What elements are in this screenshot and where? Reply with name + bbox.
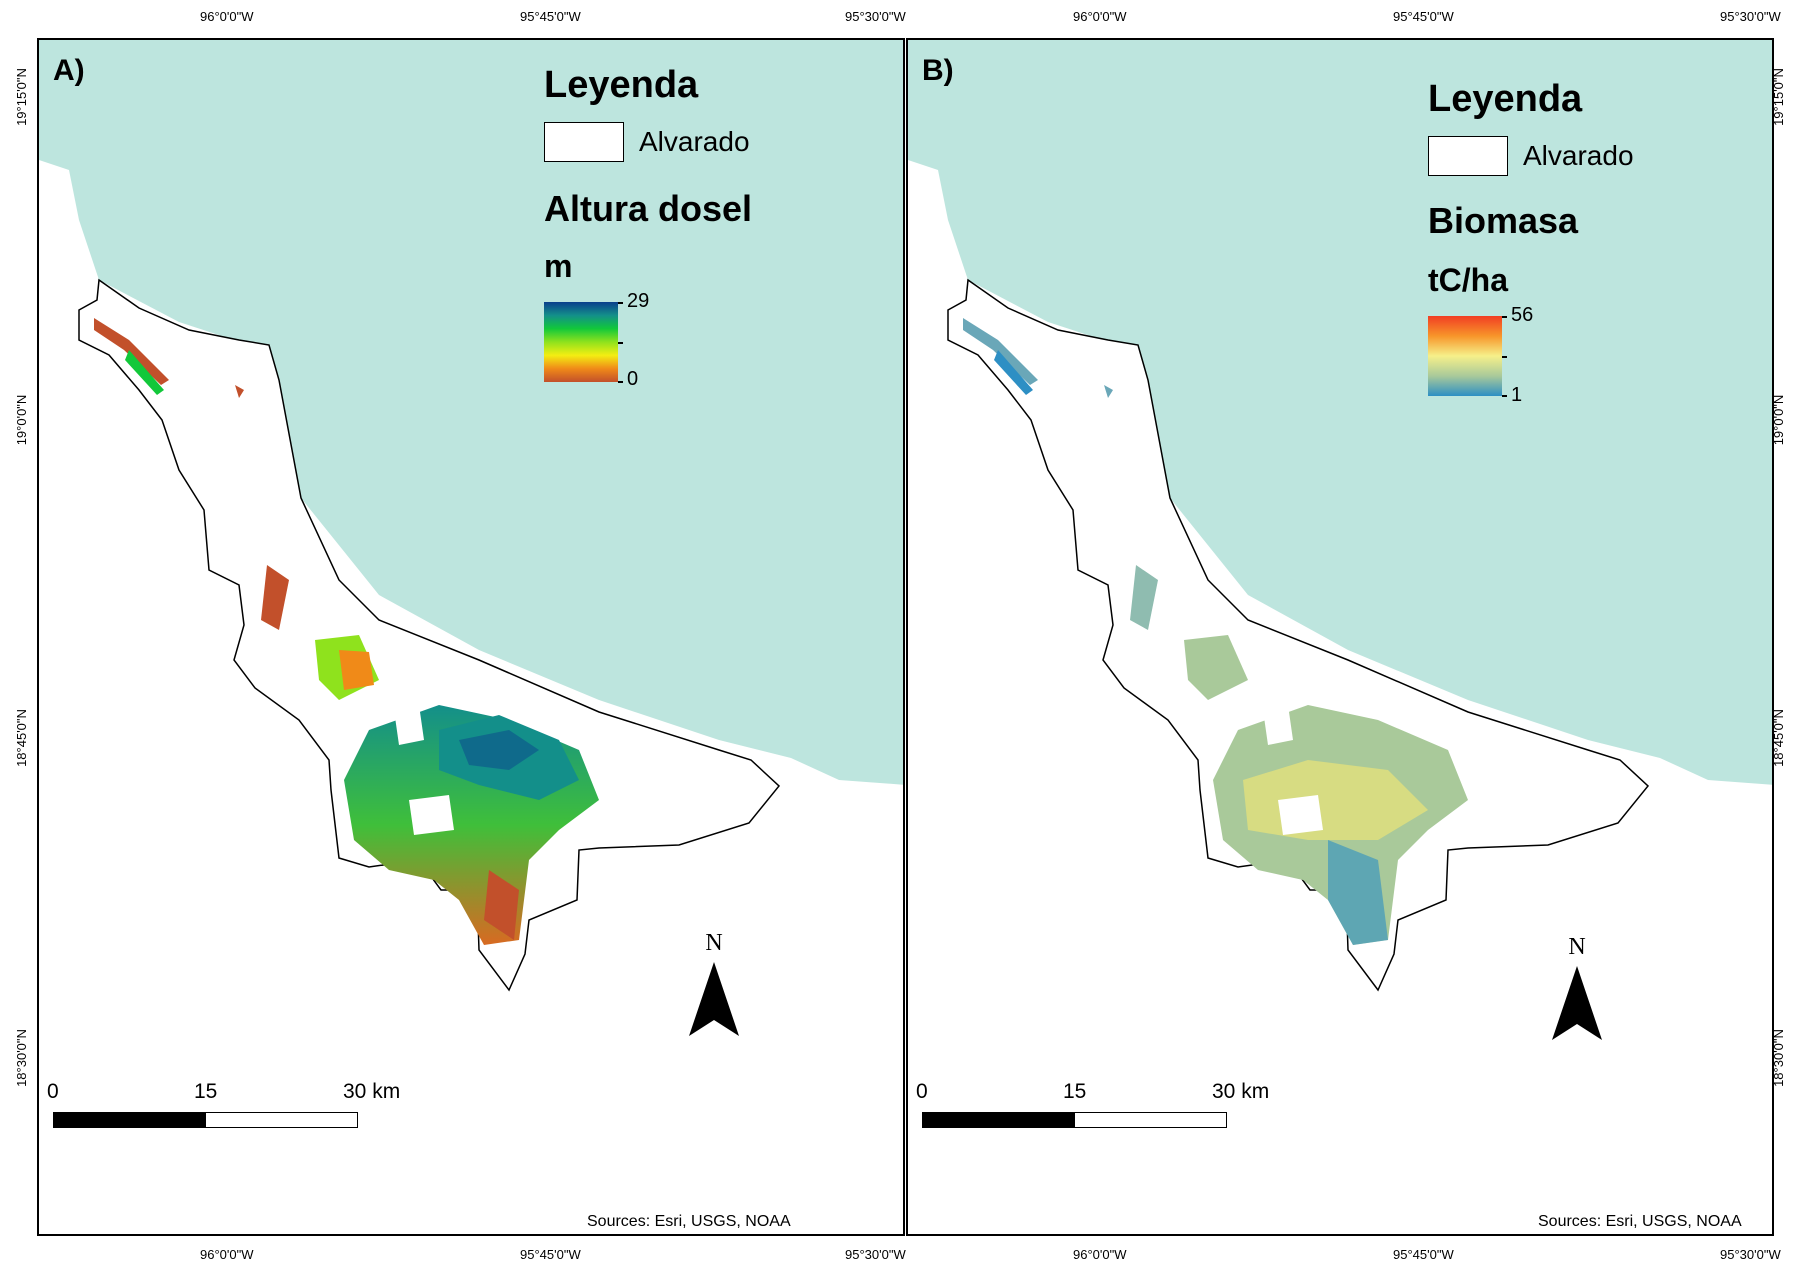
panel-label-a: A) <box>53 54 85 87</box>
coord-right-1830: 18°30'0"N <box>1771 1029 1786 1087</box>
coord-left-1915: 19°15'0"N <box>14 68 29 126</box>
ramp-tick-a-bottom <box>618 381 623 383</box>
north-label-a: N <box>705 930 722 956</box>
coord-right-1845: 18°45'0"N <box>1771 709 1786 767</box>
scale-label-a-0: 0 <box>47 1080 59 1103</box>
ramp-tick-b-top <box>1502 316 1507 318</box>
coord-top-b-96: 96°0'0"W <box>1073 9 1127 24</box>
sources-credit-b: Sources: Esri, USGS, NOAA <box>1538 1213 1742 1230</box>
scale-label-a-30: 30 km <box>343 1080 401 1103</box>
coord-bottom-b-9530: 95°30'0"W <box>1720 1247 1781 1262</box>
sea-area <box>908 40 1772 785</box>
coord-left-1830: 18°30'0"N <box>14 1029 29 1087</box>
map-canvas-b[interactable] <box>908 40 1774 1236</box>
coord-left-1845: 18°45'0"N <box>14 709 29 767</box>
ramp-tick-a-top <box>618 302 623 304</box>
coord-top-a-96: 96°0'0"W <box>200 9 254 24</box>
map-panel-a[interactable]: A) Leyenda Alvarado Altura dosel m 29 0 … <box>37 38 905 1236</box>
coord-top-b-9530: 95°30'0"W <box>1720 9 1781 24</box>
ramp-tick-b-mid <box>1502 356 1507 358</box>
scale-bar-a <box>53 1112 358 1128</box>
coord-top-a-9545: 95°45'0"W <box>520 9 581 24</box>
legend-boundary-swatch-b <box>1428 136 1508 176</box>
ramp-tick-b-bottom <box>1502 395 1507 397</box>
legend-title-b: Leyenda <box>1428 78 1583 120</box>
biomass-raster <box>963 318 1468 945</box>
coord-bottom-a-96: 96°0'0"W <box>200 1247 254 1262</box>
map-panel-b[interactable]: B) Leyenda Alvarado Biomasa tC/ha 56 1 N… <box>906 38 1774 1236</box>
ramp-min-b: 1 <box>1511 384 1523 406</box>
scale-label-b-0: 0 <box>916 1080 928 1103</box>
coord-top-b-9545: 95°45'0"W <box>1393 9 1454 24</box>
legend-unit-b: tC/ha <box>1428 262 1508 298</box>
coord-bottom-b-9545: 95°45'0"W <box>1393 1247 1454 1262</box>
panel-label-b: B) <box>922 54 954 87</box>
legend-variable-a: Altura dosel <box>544 188 753 229</box>
alvarado-boundary <box>78 278 781 992</box>
north-arrow-b: N <box>1552 934 1602 1040</box>
coord-bottom-b-96: 96°0'0"W <box>1073 1247 1127 1262</box>
coord-bottom-a-9545: 95°45'0"W <box>520 1247 581 1262</box>
coord-bottom-a-9530: 95°30'0"W <box>845 1247 906 1262</box>
color-ramp-b <box>1428 316 1502 396</box>
ramp-max-a: 29 <box>627 290 650 312</box>
legend-variable-b: Biomasa <box>1428 200 1579 241</box>
scale-bar-b <box>922 1112 1227 1128</box>
canopy-raster <box>94 318 599 945</box>
scale-bar-fill-a <box>54 1113 206 1127</box>
sea-area <box>39 40 903 785</box>
legend-boundary-label-b: Alvarado <box>1523 140 1634 171</box>
coord-top-a-9530: 95°30'0"W <box>845 9 906 24</box>
coord-right-1900: 19°0'0"N <box>1771 394 1786 446</box>
ramp-min-a: 0 <box>627 368 639 390</box>
scale-bar-fill-b <box>923 1113 1075 1127</box>
scale-label-b-30: 30 km <box>1212 1080 1270 1103</box>
scale-label-a-15: 15 <box>194 1080 218 1103</box>
north-arrow-a: N <box>689 930 739 1036</box>
sources-credit-a: Sources: Esri, USGS, NOAA <box>587 1213 791 1230</box>
map-canvas-a[interactable] <box>39 40 905 1236</box>
alvarado-boundary <box>947 278 1650 992</box>
ramp-max-b: 56 <box>1511 304 1534 326</box>
legend-boundary-swatch-a <box>544 122 624 162</box>
scale-label-b-15: 15 <box>1063 1080 1087 1103</box>
legend-boundary-label-a: Alvarado <box>639 126 750 157</box>
legend-unit-a: m <box>544 248 573 284</box>
legend-title-a: Leyenda <box>544 64 699 106</box>
coord-right-1915: 19°15'0"N <box>1771 68 1786 126</box>
north-label-b: N <box>1568 934 1585 960</box>
coord-left-1900: 19°0'0"N <box>14 394 29 446</box>
color-ramp-a <box>544 302 618 382</box>
ramp-tick-a-mid <box>618 342 623 344</box>
